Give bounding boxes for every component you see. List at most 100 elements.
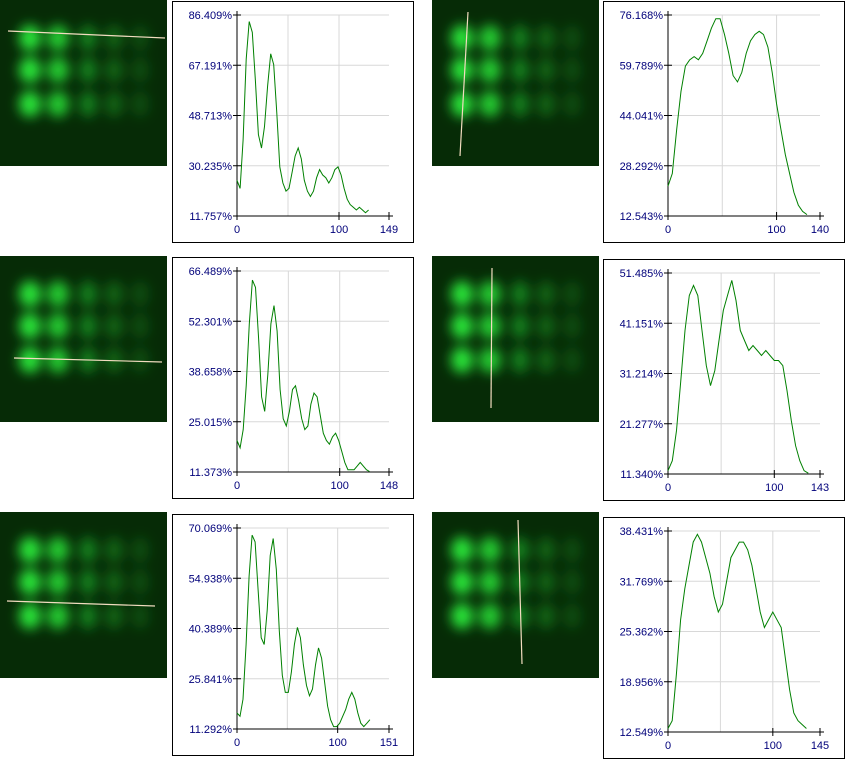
fluorescent-spot	[479, 569, 501, 595]
fluorescent-spot	[451, 603, 473, 629]
intensity-profile-line	[236, 534, 371, 728]
fluorescent-spot	[451, 313, 473, 339]
thumbnail-svg-1	[0, 0, 167, 166]
fluorescent-spot	[19, 57, 41, 83]
fluorescent-spot	[19, 347, 41, 373]
fluorescent-spot	[47, 347, 69, 373]
fluorescent-spot	[451, 569, 473, 595]
profile-line	[6, 600, 156, 607]
profile-plot-2: 76.168% 59.789% 44.041% 28.292% 12.543% 0 100 1…	[603, 1, 845, 243]
y-tick-label: 31.769%	[620, 576, 664, 588]
fluorescent-spot	[105, 313, 123, 339]
fluorescent-spot	[563, 569, 581, 595]
fluorescent-spot	[47, 57, 69, 83]
fluorescent-spot	[511, 313, 529, 339]
thumbnail-image-4	[432, 256, 599, 422]
plot-svg-3: 66.489% 52.301% 38.658% 25.015% 11.373%0 100 1…	[189, 266, 399, 492]
fluorescent-spot	[451, 537, 473, 563]
fluorescent-spot	[79, 313, 97, 339]
x-tick-label: 0	[234, 737, 240, 749]
fluorescent-spot	[563, 537, 581, 563]
y-tick-label: 25.841%	[189, 674, 233, 686]
fluorescent-spot	[451, 25, 473, 51]
thumbnail-background	[0, 0, 167, 166]
thumbnail-background	[432, 256, 599, 422]
fluorescent-spot	[19, 603, 41, 629]
fluorescent-spot	[479, 603, 501, 629]
x-tick-label: 149	[380, 224, 398, 236]
fluorescent-spot	[511, 25, 529, 51]
fluorescent-spot	[19, 313, 41, 339]
plot-svg-4: 51.485% 41.151% 31.214% 21.277% 11.340%0 100 1…	[620, 268, 830, 494]
x-tick-label: 100	[331, 480, 349, 492]
fluorescent-spot	[105, 57, 123, 83]
y-tick-label: 59.789%	[620, 60, 664, 72]
fluorescent-spot	[537, 57, 555, 83]
y-tick-label: 11.340%	[620, 469, 663, 481]
x-tick-label: 100	[764, 740, 782, 752]
thumbnail-image-5	[0, 512, 167, 678]
fluorescent-spot	[47, 603, 69, 629]
fluorescent-spot	[563, 91, 581, 117]
y-tick-label: 86.409%	[189, 10, 233, 22]
thumbnail-background	[432, 512, 599, 678]
y-tick-label: 70.069%	[189, 523, 233, 535]
fluorescent-spot	[79, 569, 97, 595]
x-tick-label: 0	[665, 740, 671, 752]
fluorescent-spot	[131, 57, 149, 83]
x-tick-label: 151	[380, 737, 398, 749]
y-tick-label: 38.431%	[620, 526, 664, 538]
fluorescent-spot	[131, 91, 149, 117]
thumbnail-svg-4	[432, 256, 599, 422]
fluorescent-spot	[479, 91, 501, 117]
y-tick-label: 54.938%	[189, 573, 233, 585]
x-tick-label: 145	[811, 740, 829, 752]
fluorescent-spot	[537, 281, 555, 307]
fluorescent-spot	[19, 281, 41, 307]
fluorescent-spot	[131, 347, 149, 373]
y-tick-label: 21.277%	[620, 419, 664, 431]
thumbnail-svg-3	[0, 256, 167, 422]
x-tick-label: 100	[765, 482, 783, 494]
y-tick-label: 12.549%	[620, 727, 664, 739]
profile-plot-4: 51.485% 41.151% 31.214% 21.277% 11.340% 0 100 1…	[603, 259, 845, 501]
fluorescent-spot	[79, 537, 97, 563]
y-tick-label: 44.041%	[620, 111, 664, 123]
thumbnail-background	[432, 0, 599, 166]
thumbnail-image-1	[0, 0, 167, 166]
profile-line	[13, 357, 163, 363]
fluorescent-spot	[19, 25, 41, 51]
x-tick-label: 140	[811, 224, 829, 236]
y-tick-label: 31.214%	[620, 369, 664, 381]
profile-line	[459, 11, 469, 157]
y-tick-label: 12.543%	[620, 211, 664, 223]
fluorescent-spot	[511, 537, 529, 563]
fluorescent-spot	[479, 57, 501, 83]
fluorescent-spot	[131, 603, 149, 629]
fluorescent-spot	[131, 25, 149, 51]
x-tick-label: 100	[330, 224, 348, 236]
fluorescent-spot	[479, 347, 501, 373]
fluorescent-spot	[105, 603, 123, 629]
y-tick-label: 28.292%	[620, 161, 664, 173]
fluorescent-spot	[563, 57, 581, 83]
y-tick-label: 67.191%	[189, 60, 233, 72]
fluorescent-spot	[479, 281, 501, 307]
fluorescent-spot	[105, 569, 123, 595]
thumbnail-background	[0, 256, 167, 422]
y-tick-label: 11.757%	[189, 211, 232, 223]
fluorescent-spot	[511, 91, 529, 117]
profile-line	[490, 267, 493, 409]
x-tick-label: 0	[234, 224, 240, 236]
thumbnail-image-3	[0, 256, 167, 422]
y-tick-label: 25.362%	[620, 627, 664, 639]
fluorescent-spot	[131, 537, 149, 563]
fluorescent-spot	[105, 25, 123, 51]
y-tick-label: 52.301%	[189, 316, 233, 328]
fluorescent-spot	[105, 281, 123, 307]
fluorescent-spot	[511, 57, 529, 83]
y-tick-label: 40.389%	[189, 624, 233, 636]
fluorescent-spot	[79, 91, 97, 117]
thumbnail-image-2	[432, 0, 599, 166]
fluorescent-spot	[563, 281, 581, 307]
